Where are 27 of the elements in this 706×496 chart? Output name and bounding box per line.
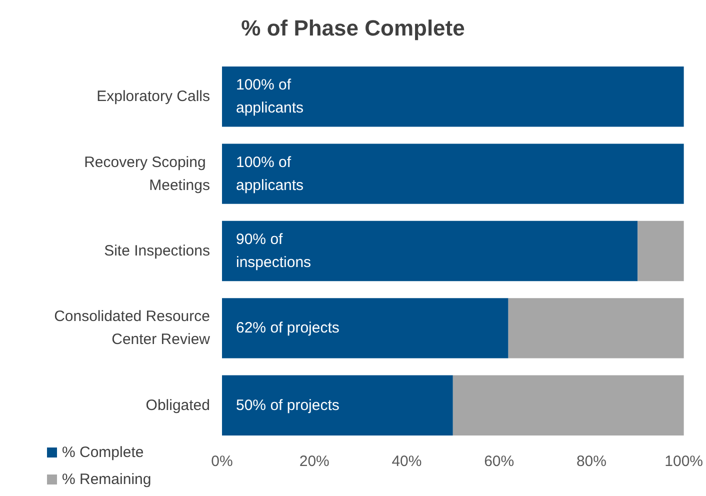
y-tick-label: Site Inspections [104, 242, 210, 260]
data-label: 100% of applicants [236, 76, 304, 117]
x-tick-label: 40% [392, 453, 422, 470]
y-tick-label: Exploratory Calls [96, 88, 210, 106]
data-label: 90% of inspections [236, 231, 312, 271]
chart-title: % of Phase Complete [241, 16, 465, 40]
bar [638, 220, 684, 282]
bar [222, 375, 453, 436]
x-tick-label: 0% [211, 453, 233, 470]
x-tick-label: 80% [576, 453, 606, 470]
legend-label: % Remaining [62, 471, 152, 488]
legend-label: % Complete [62, 444, 144, 461]
bar [452, 375, 684, 436]
data-label: 50% of projects [236, 396, 340, 414]
y-tick-label: Consolidated Resource Center Review [54, 308, 210, 348]
data-label: 100% of applicants [236, 154, 304, 194]
bar [222, 66, 684, 127]
y-tick-label: Obligated [146, 396, 210, 414]
x-tick-label: 60% [484, 453, 514, 470]
x-tick-label: 100% [664, 453, 704, 470]
bar [222, 298, 508, 358]
bar [222, 220, 638, 282]
x-tick-label: 20% [299, 453, 330, 470]
y-tick-label: Recovery Scoping Meetings [84, 154, 210, 194]
data-label: 62% of projects [236, 320, 340, 337]
bar [508, 298, 684, 358]
bar [222, 144, 684, 204]
